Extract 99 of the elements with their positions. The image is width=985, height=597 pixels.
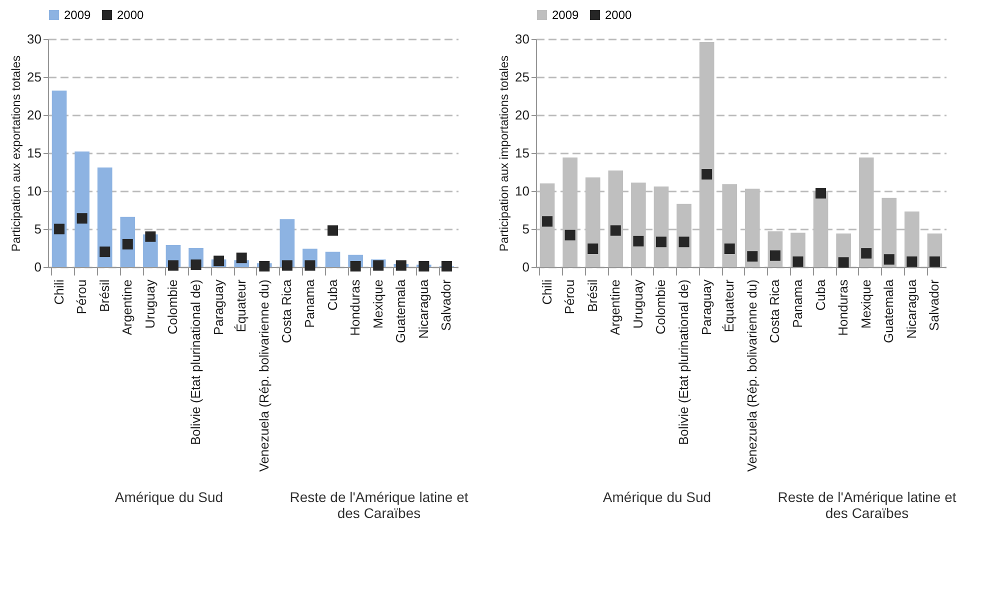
x-tick-label: Nicaragua bbox=[416, 278, 431, 339]
y-tick-label: 20 bbox=[515, 108, 530, 122]
x-tick-label: Honduras bbox=[836, 279, 851, 336]
bar bbox=[52, 90, 67, 267]
y-tick-label: 15 bbox=[27, 146, 42, 160]
text: Amérique du Sud bbox=[114, 489, 224, 507]
y-axis-title: Participation aux exportations totales bbox=[9, 55, 24, 252]
y-tick-label: 10 bbox=[27, 184, 42, 198]
point bbox=[304, 260, 316, 271]
y-tick-label: 30 bbox=[515, 32, 530, 46]
x-tick-label: Nicaragua bbox=[904, 278, 919, 339]
x-tick-label: Chili bbox=[539, 279, 554, 305]
x-tick-label: Argentine bbox=[120, 280, 135, 336]
point bbox=[373, 260, 384, 271]
x-tick-label: Mexique bbox=[370, 280, 386, 329]
point bbox=[259, 260, 270, 272]
x-tick-label: Salvador bbox=[926, 278, 942, 331]
point bbox=[145, 231, 156, 242]
point bbox=[884, 254, 894, 265]
x-tick-label: Chili bbox=[51, 279, 66, 305]
point bbox=[929, 256, 940, 267]
point bbox=[396, 260, 406, 271]
x-tick-label: Uruguay bbox=[142, 279, 158, 329]
point bbox=[441, 260, 452, 272]
y-tick-label: 30 bbox=[27, 32, 42, 46]
y-tick-label: 20 bbox=[27, 108, 42, 122]
x-tick-label: Cuba bbox=[812, 278, 828, 311]
y-tick-label: 5 bbox=[522, 222, 530, 236]
point bbox=[588, 244, 598, 254]
y-tick-label: 5 bbox=[34, 222, 42, 236]
point bbox=[100, 246, 110, 258]
x-tick-label: Cuba bbox=[324, 278, 340, 311]
x-tick-label: Guatemala bbox=[881, 278, 896, 344]
x-tick-label: Colombie bbox=[165, 280, 180, 334]
x-tick-label: Venezuela (Rép. bolivarienne du) bbox=[256, 280, 272, 472]
x-tick-label: Honduras bbox=[348, 279, 363, 336]
y-axis-title: Participation aux importations totales bbox=[497, 55, 512, 252]
x-tick-label: Paraguay bbox=[698, 279, 714, 336]
text: Reste de l'Amérique latine et des Caraïbes bbox=[288, 489, 470, 521]
point bbox=[190, 259, 202, 270]
point bbox=[168, 260, 178, 271]
bar bbox=[325, 252, 340, 267]
y-tick-label: 25 bbox=[515, 70, 530, 84]
point bbox=[747, 251, 758, 262]
x-tick-label: Venezuela (Rép. bolivarienne du) bbox=[744, 280, 760, 472]
point bbox=[122, 238, 133, 250]
y-tick-label: 10 bbox=[515, 184, 530, 198]
point bbox=[678, 236, 690, 248]
point bbox=[564, 230, 576, 240]
text: Reste de l'Amérique latine et des Caraïbes bbox=[776, 489, 958, 521]
text: Amérique du Sud bbox=[602, 489, 712, 507]
x-tick-label: Costa Rica bbox=[279, 278, 294, 344]
x-tick-label: Costa Rica bbox=[767, 278, 782, 344]
point bbox=[724, 244, 735, 254]
point bbox=[76, 213, 88, 224]
point bbox=[861, 248, 872, 259]
bar bbox=[97, 167, 112, 267]
x-tick-label: Brésil bbox=[96, 279, 112, 312]
point bbox=[816, 188, 826, 199]
x-tick-label: Équateur bbox=[722, 278, 737, 332]
point bbox=[418, 260, 430, 272]
point bbox=[328, 225, 338, 236]
y-tick-label: 25 bbox=[27, 70, 42, 84]
point bbox=[770, 250, 780, 261]
point bbox=[214, 256, 224, 266]
point bbox=[542, 216, 553, 227]
x-tick-label: Mexique bbox=[858, 280, 874, 329]
legend-label: 2009 bbox=[64, 8, 92, 22]
x-tick-label: Salvador bbox=[438, 278, 454, 331]
y-tick-label: 15 bbox=[515, 146, 530, 160]
bar bbox=[74, 151, 90, 267]
y-tick-label: 0 bbox=[34, 260, 42, 274]
point bbox=[633, 236, 644, 246]
x-tick-label: Argentine bbox=[608, 280, 623, 336]
x-tick-label: Panama bbox=[302, 278, 317, 328]
x-tick-label: Équateur bbox=[234, 278, 249, 332]
point bbox=[282, 260, 292, 271]
point bbox=[236, 252, 247, 264]
point bbox=[702, 169, 712, 180]
x-tick-label: Pérou bbox=[562, 280, 578, 314]
x-tick-label: Bolivie (Etat plurinational de) bbox=[676, 280, 692, 445]
x-tick-label: Guatemala bbox=[393, 278, 408, 344]
point bbox=[610, 225, 621, 236]
legend-label: 2000 bbox=[605, 8, 632, 22]
point bbox=[838, 257, 849, 268]
x-tick-label: Panama bbox=[790, 278, 805, 328]
x-tick-label: Brésil bbox=[584, 279, 600, 312]
x-tick-label: Paraguay bbox=[210, 279, 226, 336]
legend-label: 2009 bbox=[552, 8, 580, 22]
x-tick-label: Colombie bbox=[653, 280, 668, 334]
point bbox=[54, 224, 65, 234]
legend-label: 2000 bbox=[117, 8, 144, 22]
point bbox=[656, 236, 666, 248]
x-tick-label: Uruguay bbox=[630, 279, 646, 329]
point bbox=[906, 256, 918, 267]
x-tick-label: Pérou bbox=[74, 280, 90, 314]
point bbox=[792, 256, 804, 267]
x-tick-label: Bolivie (Etat plurinational de) bbox=[188, 280, 204, 445]
y-tick-label: 0 bbox=[522, 260, 530, 274]
